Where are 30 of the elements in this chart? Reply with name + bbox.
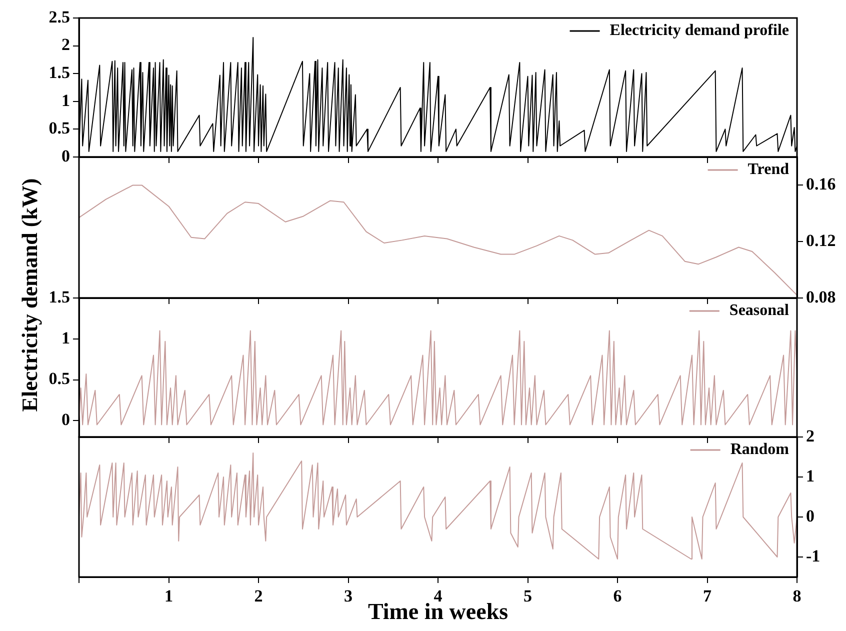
y-tick-label: 2 [62,35,70,54]
legend-label: Random [730,441,790,458]
x-tick-label: 5 [524,586,532,606]
x-tick-label: 2 [254,586,263,606]
y-tick-label: 0.5 [48,369,70,388]
y2-tick-label: 0.08 [806,287,836,306]
y-tick-label: 2.5 [48,7,70,26]
y2-tick-label: 2 [806,426,814,446]
y-tick-label: 1.5 [48,62,70,82]
x-tick-label: 7 [703,586,712,606]
y2-tick-label: -1 [806,546,820,566]
y-tick-label: 0.5 [48,118,70,138]
y-tick-label: 0 [62,410,70,430]
y-axis-title: Electricity demand (kW) [17,177,43,414]
y-tick-label: 1 [62,328,70,348]
x-tick-label: 8 [792,586,802,606]
x-tick-label: 1 [164,586,173,606]
y2-tick-label: 1 [806,466,814,486]
y-tick-label: 1.5 [48,287,70,306]
y-tick-label: 1 [62,90,70,110]
y2-tick-label: 0.12 [806,230,836,250]
y2-tick-label: 0 [806,506,814,526]
legend-label: Trend [748,161,790,178]
y-tick-label: 0 [62,146,70,166]
x-tick-label: 4 [434,586,443,606]
y2-tick-label: 0.16 [806,174,836,194]
x-tick-label: 3 [344,586,352,606]
legend-label: Seasonal [729,302,790,320]
x-tick-label: 6 [613,586,622,606]
legend-label: Electricity demand profile [610,22,790,40]
